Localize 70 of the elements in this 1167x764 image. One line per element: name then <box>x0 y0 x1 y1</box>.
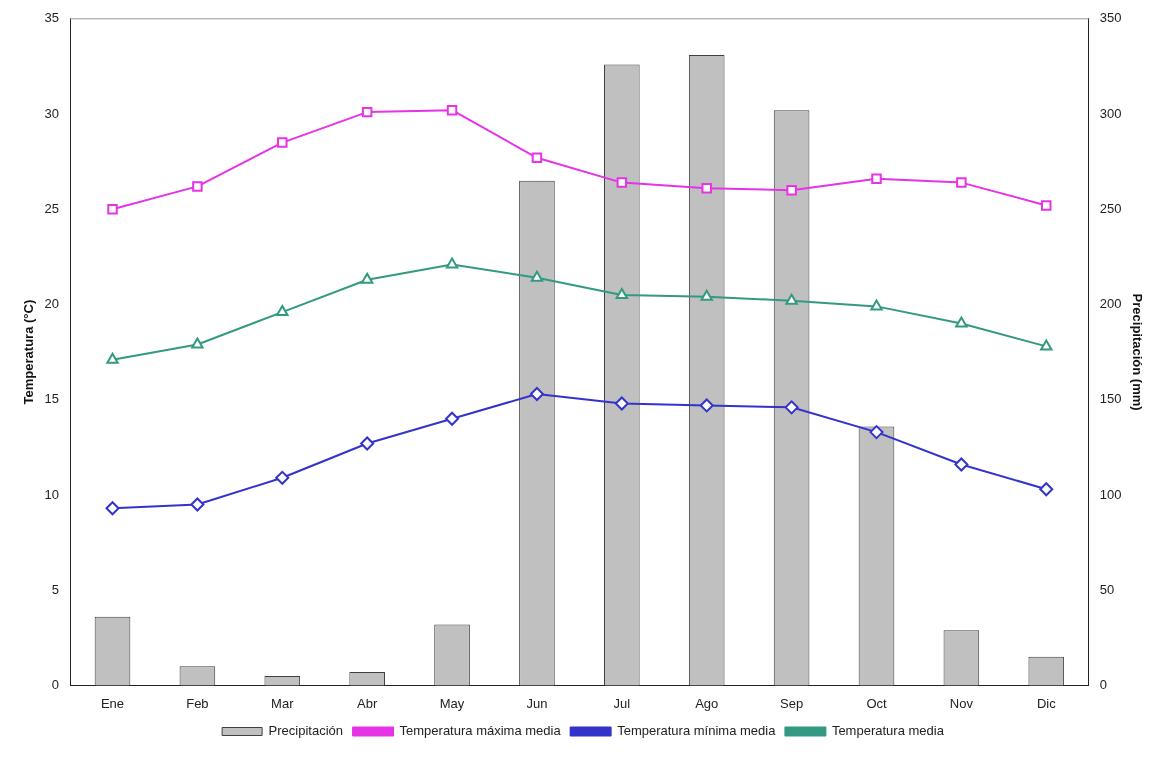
point <box>277 137 288 148</box>
y2-tick-label: 150 <box>1099 391 1122 407</box>
y-tick-label: 35 <box>44 10 60 26</box>
point <box>786 184 797 196</box>
point <box>956 177 967 188</box>
y2-tick-label: 250 <box>1099 200 1122 216</box>
x-tick-label: Mar <box>271 695 295 711</box>
x-tick-label: Ene <box>100 695 125 711</box>
point <box>361 106 373 118</box>
y-tick-label: 15 <box>44 391 60 407</box>
point <box>955 316 968 328</box>
legend-label: Temperatura mínima media <box>617 723 777 739</box>
x-tick-label: Ago <box>695 695 719 711</box>
point <box>700 289 713 301</box>
x-tick-label: Dic <box>1036 695 1057 711</box>
y-tick-label: 0 <box>51 676 60 692</box>
x-tick-label: May <box>439 695 465 711</box>
point <box>531 152 543 164</box>
x-tick-label: Jul <box>613 695 631 711</box>
y-axis-title: Temperatura (°C) <box>21 299 37 405</box>
point <box>445 411 460 426</box>
x-tick-label: Nov <box>949 695 974 711</box>
point <box>446 104 458 116</box>
point <box>699 398 714 413</box>
y2-tick-label: 0 <box>1099 676 1107 692</box>
point <box>191 337 204 349</box>
y2-axis-title: Precipitación (mm) <box>1129 293 1145 411</box>
y-tick-label: 30 <box>44 105 60 121</box>
y-tick-label: 10 <box>44 486 60 502</box>
point <box>360 272 374 284</box>
y2-tick-label: 300 <box>1099 105 1122 121</box>
point <box>1041 200 1052 211</box>
x-tick-label: Abr <box>357 695 378 711</box>
point <box>192 181 203 192</box>
x-tick-label: Sep <box>780 695 804 711</box>
point <box>614 396 629 411</box>
point <box>869 425 884 440</box>
point <box>1040 339 1053 351</box>
point <box>701 183 712 194</box>
point <box>871 173 882 185</box>
point <box>190 497 205 512</box>
point <box>870 299 883 311</box>
legend-label: Temperatura máxima media <box>399 723 562 739</box>
point <box>615 287 629 299</box>
point <box>785 293 798 305</box>
point <box>954 457 969 472</box>
point <box>529 387 544 401</box>
point <box>360 436 375 451</box>
point <box>784 400 799 415</box>
point <box>616 177 628 188</box>
y2-tick-label: 50 <box>1099 581 1115 597</box>
y2-tick-label: 350 <box>1099 10 1122 26</box>
legend-label: Precipitación <box>268 723 344 739</box>
point <box>1039 482 1054 497</box>
point <box>275 470 290 485</box>
point <box>530 270 544 282</box>
point <box>445 257 459 269</box>
point <box>106 352 119 364</box>
y-tick-label: 25 <box>44 200 60 216</box>
point <box>107 204 118 215</box>
y2-tick-label: 200 <box>1099 296 1122 312</box>
y2-tick-label: 100 <box>1099 486 1122 502</box>
x-tick-label: Jun <box>526 695 548 711</box>
x-tick-label: Oct <box>866 695 887 711</box>
point <box>276 305 289 317</box>
y-tick-label: 20 <box>44 296 60 312</box>
y-tick-label: 5 <box>51 581 60 597</box>
point <box>105 501 120 516</box>
legend-label: Temperatura media <box>831 723 945 739</box>
x-tick-label: Feb <box>186 695 209 711</box>
